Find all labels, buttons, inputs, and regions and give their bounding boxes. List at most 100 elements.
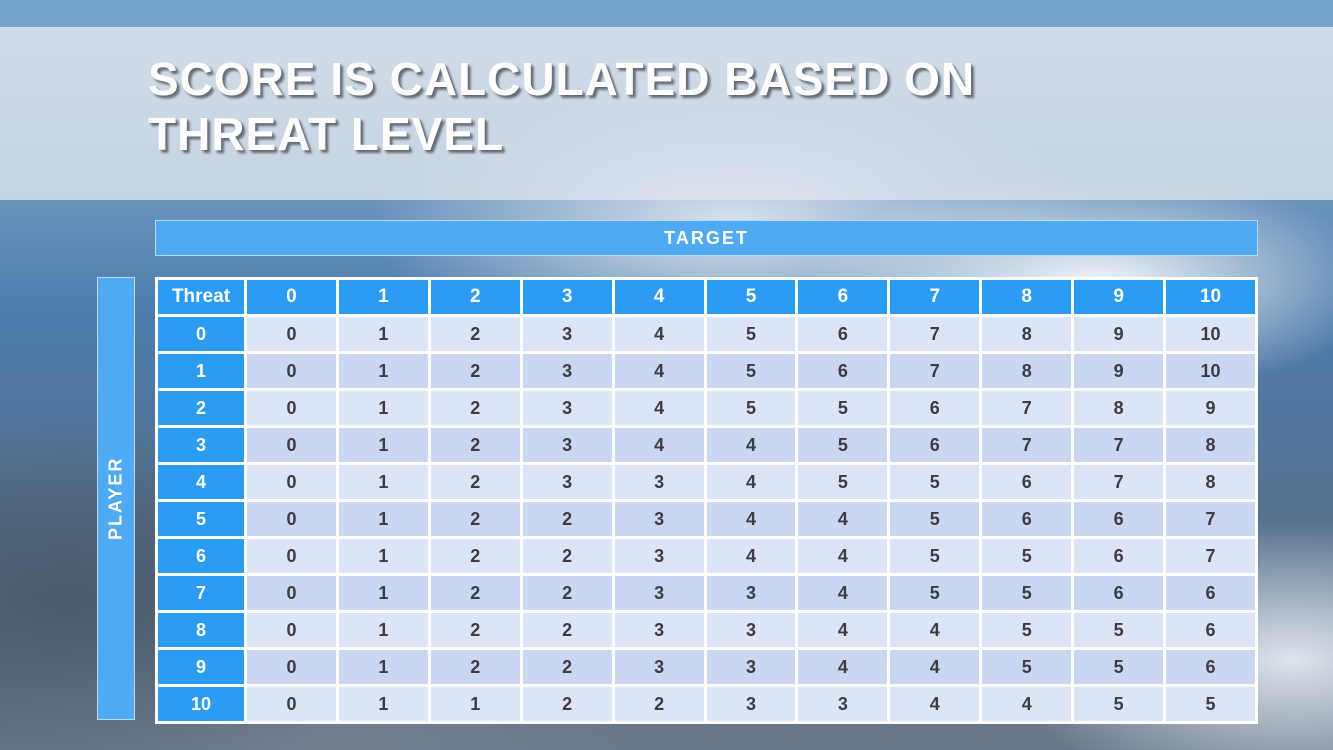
target-col-header: 7	[887, 277, 983, 317]
score-cell: 4	[703, 499, 799, 539]
slide-title-line-2: THREAT LEVEL	[148, 108, 505, 160]
score-cell: 0	[244, 536, 339, 576]
score-cell: 2	[519, 684, 615, 724]
score-cell: 6	[887, 425, 983, 465]
score-cell: 0	[244, 351, 339, 391]
target-col-header: 9	[1071, 277, 1167, 317]
score-cell: 7	[1071, 462, 1167, 502]
score-cell: 6	[1071, 573, 1167, 613]
score-cell: 4	[795, 536, 891, 576]
target-col-header: 4	[611, 277, 707, 317]
score-cell: 0	[244, 573, 339, 613]
score-cell: 10	[1163, 314, 1258, 354]
score-cell: 4	[887, 684, 983, 724]
score-cell: 3	[519, 425, 615, 465]
score-cell: 3	[519, 314, 615, 354]
score-cell: 6	[1071, 536, 1167, 576]
score-cell: 0	[244, 388, 339, 428]
score-cell: 5	[887, 536, 983, 576]
player-row-header: 2	[155, 388, 247, 428]
score-cell: 7	[1163, 536, 1258, 576]
score-cell: 2	[427, 499, 523, 539]
score-cell: 4	[887, 647, 983, 687]
corner-header-threat: Threat	[155, 277, 247, 317]
score-cell: 8	[1163, 462, 1258, 502]
score-cell: 6	[979, 462, 1075, 502]
score-cell: 5	[795, 388, 891, 428]
score-cell: 9	[1071, 314, 1167, 354]
target-col-header: 8	[979, 277, 1075, 317]
score-cell: 2	[427, 462, 523, 502]
score-cell: 4	[887, 610, 983, 650]
score-cell: 5	[979, 610, 1075, 650]
score-cell: 4	[703, 462, 799, 502]
player-row-header: 0	[155, 314, 247, 354]
score-cell: 6	[979, 499, 1075, 539]
score-cell: 4	[611, 425, 707, 465]
target-col-header: 5	[703, 277, 799, 317]
score-cell: 5	[1163, 684, 1258, 724]
target-col-header: 6	[795, 277, 891, 317]
score-cell: 4	[795, 499, 891, 539]
score-cell: 3	[611, 573, 707, 613]
score-cell: 8	[1163, 425, 1258, 465]
score-cell: 1	[335, 684, 431, 724]
score-cell: 1	[335, 499, 431, 539]
table-header: Threat 0 1 2 3 4 5 6 7 8 9 10	[155, 277, 1258, 317]
table-row: 0 0 1 2 3 4 5 6 7 8 9 10	[155, 314, 1258, 354]
top-accent-strip	[0, 0, 1333, 27]
score-cell: 5	[887, 462, 983, 502]
score-cell: 6	[1163, 647, 1258, 687]
score-cell: 3	[611, 536, 707, 576]
score-cell: 4	[611, 388, 707, 428]
player-row-header: 5	[155, 499, 247, 539]
score-cell: 8	[979, 351, 1075, 391]
player-axis-label: PLAYER	[97, 277, 135, 720]
target-col-header: 0	[244, 277, 339, 317]
score-cell: 3	[519, 388, 615, 428]
score-cell: 5	[1071, 684, 1167, 724]
score-cell: 4	[611, 314, 707, 354]
score-cell: 7	[887, 351, 983, 391]
player-row-header: 7	[155, 573, 247, 613]
score-cell: 0	[244, 684, 339, 724]
score-cell: 1	[427, 684, 523, 724]
score-cell: 2	[427, 425, 523, 465]
score-cell: 5	[979, 573, 1075, 613]
score-cell: 1	[335, 388, 431, 428]
player-row-header: 10	[155, 684, 247, 724]
table-row: 10 0 1 1 2 2 3 3 4 4 5 5	[155, 684, 1258, 724]
score-cell: 5	[887, 499, 983, 539]
score-cell: 10	[1163, 351, 1258, 391]
score-cell: 5	[979, 647, 1075, 687]
table-row: 1 0 1 2 3 4 5 6 7 8 9 10	[155, 351, 1258, 391]
score-matrix-table: Threat 0 1 2 3 4 5 6 7 8 9 10 0 0 1 2 3 4 5 6 7 8 9 10 1 0 1 2 3 4 5 6…	[155, 277, 1258, 724]
score-cell: 2	[519, 536, 615, 576]
score-cell: 3	[519, 462, 615, 502]
score-cell: 6	[1163, 610, 1258, 650]
score-cell: 9	[1071, 351, 1167, 391]
score-cell: 2	[427, 351, 523, 391]
score-cell: 1	[335, 462, 431, 502]
score-cell: 3	[703, 610, 799, 650]
player-row-header: 3	[155, 425, 247, 465]
header-row: Threat 0 1 2 3 4 5 6 7 8 9 10	[155, 277, 1258, 317]
score-cell: 1	[335, 647, 431, 687]
slide-title-line-1: SCORE IS CALCULATED BASED ON	[148, 53, 976, 105]
player-row-header: 4	[155, 462, 247, 502]
score-cell: 4	[795, 573, 891, 613]
score-cell: 3	[703, 573, 799, 613]
score-cell: 3	[611, 610, 707, 650]
score-cell: 5	[887, 573, 983, 613]
score-cell: 0	[244, 610, 339, 650]
target-col-header: 3	[519, 277, 615, 317]
score-cell: 2	[427, 610, 523, 650]
score-cell: 5	[1071, 610, 1167, 650]
score-cell: 5	[795, 462, 891, 502]
score-cell: 7	[887, 314, 983, 354]
